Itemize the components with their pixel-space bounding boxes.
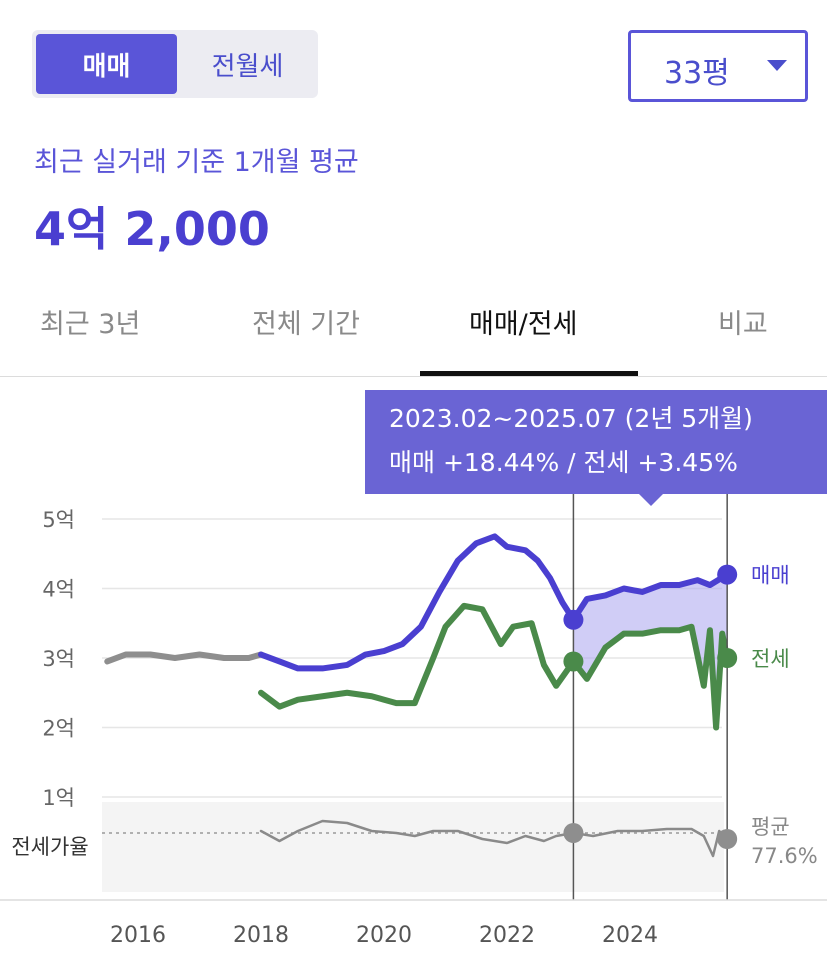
sale-start-dot [563, 609, 584, 630]
jeonse-end-label: 전세 [751, 647, 790, 671]
ratio-series-line [259, 819, 729, 858]
range-tooltip-change: 매매 +18.44% / 전세 +3.45% [389, 448, 738, 477]
ratio-panel-label: 전세가율 [11, 835, 88, 859]
tab-divider [0, 376, 827, 377]
tab-recent-3-years[interactable]: 최근 3년 [40, 309, 141, 340]
range-tooltip-period: 2023.02~2025.07 (2년 5개월) [389, 404, 753, 433]
x-tick-label: 2016 [110, 923, 166, 948]
tab-sale-jeonse[interactable]: 매매/전세 [469, 309, 578, 340]
range-tooltip-pointer [639, 494, 663, 506]
sale-end-label: 매매 [751, 564, 790, 588]
rent-tab-button[interactable]: 전월세 [177, 34, 318, 94]
tab-compare[interactable]: 비교 [718, 309, 768, 340]
size-select[interactable]: 33평 [628, 30, 808, 102]
sale-tab-button[interactable]: 매매 [36, 34, 177, 94]
ratio-panel-background [102, 802, 724, 892]
ratio-average-label: 평균 [751, 815, 790, 839]
ratio-start-dot [563, 823, 584, 843]
x-tick-label: 2024 [602, 923, 658, 948]
trade-type-toggle: 매매 전월세 [32, 30, 318, 98]
jeonse-start-dot [563, 651, 584, 672]
x-tick-label: 2018 [233, 923, 289, 948]
x-tick-label: 2022 [479, 923, 535, 948]
chevron-down-icon [767, 60, 787, 71]
tab-all-period[interactable]: 전체 기간 [252, 309, 360, 340]
y-tick-label: 3억 [42, 647, 75, 671]
sale-end-dot [717, 564, 738, 585]
y-tick-label: 5억 [42, 508, 75, 532]
jeonse-end-dot [717, 648, 738, 668]
price-subtitle: 최근 실거래 기준 1개월 평균 [34, 147, 359, 178]
jeonse-series-line [258, 602, 731, 731]
price-value: 4억 2,000 [34, 202, 270, 256]
highlight-area [573, 574, 728, 728]
y-tick-label: 4억 [42, 578, 75, 602]
y-tick-label: 2억 [42, 717, 75, 741]
sale-series-line [258, 533, 731, 672]
size-select-value: 33평 [664, 56, 730, 91]
x-tick-label: 2020 [356, 923, 412, 948]
sale-series-early-line [104, 651, 264, 665]
active-tab-indicator [420, 371, 638, 376]
y-tick-label: 1억 [42, 786, 75, 810]
range-tooltip-box [365, 390, 827, 494]
ratio-end-dot [717, 829, 738, 849]
ratio-average-value: 77.6% [751, 844, 818, 868]
